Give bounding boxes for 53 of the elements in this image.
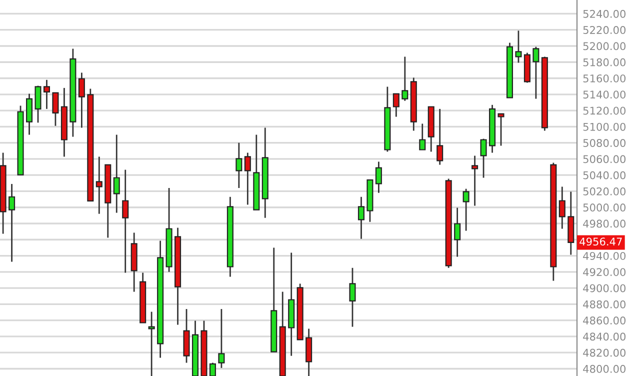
y-tick-label: 4920.00 [583,268,626,276]
candlestick [480,138,487,178]
candlestick [436,108,444,166]
candlestick [78,72,85,128]
candlestick [122,169,129,274]
y-tick-label: 5240.00 [583,10,626,18]
candlestick [306,328,312,376]
candlestick [218,308,225,369]
y-tick-label: 4840.00 [583,332,626,341]
candlestick [358,196,364,240]
y-tick-label: 4800.00 [583,364,626,373]
candlestick [349,267,356,328]
candlestick [515,30,522,64]
y-tick-label: 4860.00 [583,316,626,324]
candlestick [113,134,120,214]
text: 4956.47 [580,238,622,246]
candlestick [375,161,382,194]
candlestick [392,93,400,118]
y-tick-label: 5060.00 [583,155,626,164]
y-tick-label: 5080.00 [583,138,626,147]
candlestick [472,155,478,206]
candlestick [26,93,33,136]
candlestick [52,92,59,127]
candlestick [558,186,566,230]
y-tick-label: 4880.00 [583,300,626,308]
y-tick-label: 5160.00 [583,74,626,82]
candlestick [236,142,242,189]
y-tick-label: 4940.00 [583,252,626,260]
y-tick-label: 4820.00 [583,348,626,357]
candlestick [34,85,42,124]
y-tick-label: 5200.00 [583,42,626,50]
y-tick-label: 5040.00 [583,171,626,180]
candlestick [244,152,251,206]
y-tick-label: 5020.00 [583,187,626,196]
candlestick [96,156,102,215]
candlestick [462,188,470,232]
candlestick [419,123,426,150]
y-tick-label: 5000.00 [583,204,626,212]
candlestick [532,46,540,100]
y-tick-label: 4980.00 [583,220,626,228]
candlestick [454,207,461,258]
y-tick-label: 5120.00 [583,106,626,115]
y-tick-label: 5140.00 [583,90,626,99]
y-tick-label: 5180.00 [583,58,626,66]
candlestick [402,56,408,102]
y-tick-label: 4900.00 [583,284,626,292]
y-tick-label: 5220.00 [583,26,626,34]
candlestick [43,79,50,110]
candlestick [148,311,155,376]
y-tick-label: 5100.00 [583,122,626,131]
candlestick [209,362,216,376]
candlestick [498,113,504,146]
candlestick [8,183,16,262]
